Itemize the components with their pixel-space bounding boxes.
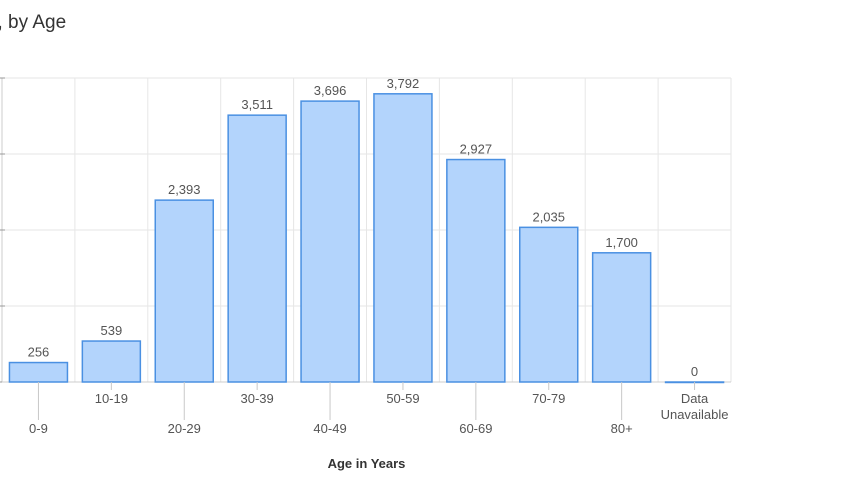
- data-label: 2,927: [460, 142, 493, 157]
- bar-60-69: [446, 158, 506, 383]
- data-label: 0: [691, 364, 698, 379]
- bar-10-19: [81, 340, 142, 383]
- bar-80-: [591, 252, 652, 383]
- data-label: 3,696: [314, 83, 347, 98]
- x-axis-title: Age in Years: [327, 456, 406, 471]
- data-label: 1,700: [605, 235, 638, 250]
- x-tick-label: 10-19: [95, 391, 128, 406]
- x-tick-label: 40-49: [313, 421, 346, 436]
- x-tick-label: 60-69: [459, 421, 492, 436]
- bar-20-29: [154, 199, 214, 383]
- x-tick-label: 0-9: [29, 421, 48, 436]
- data-label: 539: [100, 323, 122, 338]
- bar-30-39: [227, 114, 287, 383]
- bar-50-59: [373, 93, 433, 383]
- bar-70-79: [519, 226, 579, 383]
- bar-0-9: [8, 361, 69, 383]
- chart-title: s, by Age: [0, 12, 67, 33]
- x-tick-label: Data: [681, 391, 709, 406]
- x-tick-label: 30-39: [241, 391, 274, 406]
- x-tick-label: Unavailable: [661, 407, 729, 422]
- data-label: 2,035: [532, 209, 565, 224]
- bar-40-49: [300, 100, 360, 383]
- data-label: 256: [28, 345, 50, 360]
- data-label: 2,393: [168, 182, 201, 197]
- x-tick-label: 50-59: [386, 391, 419, 406]
- data-label: 3,792: [387, 76, 420, 91]
- x-tick-label: 20-29: [168, 421, 201, 436]
- data-label: 3,511: [241, 97, 273, 112]
- x-tick-label: 70-79: [532, 391, 565, 406]
- x-tick-label: 80+: [611, 421, 633, 436]
